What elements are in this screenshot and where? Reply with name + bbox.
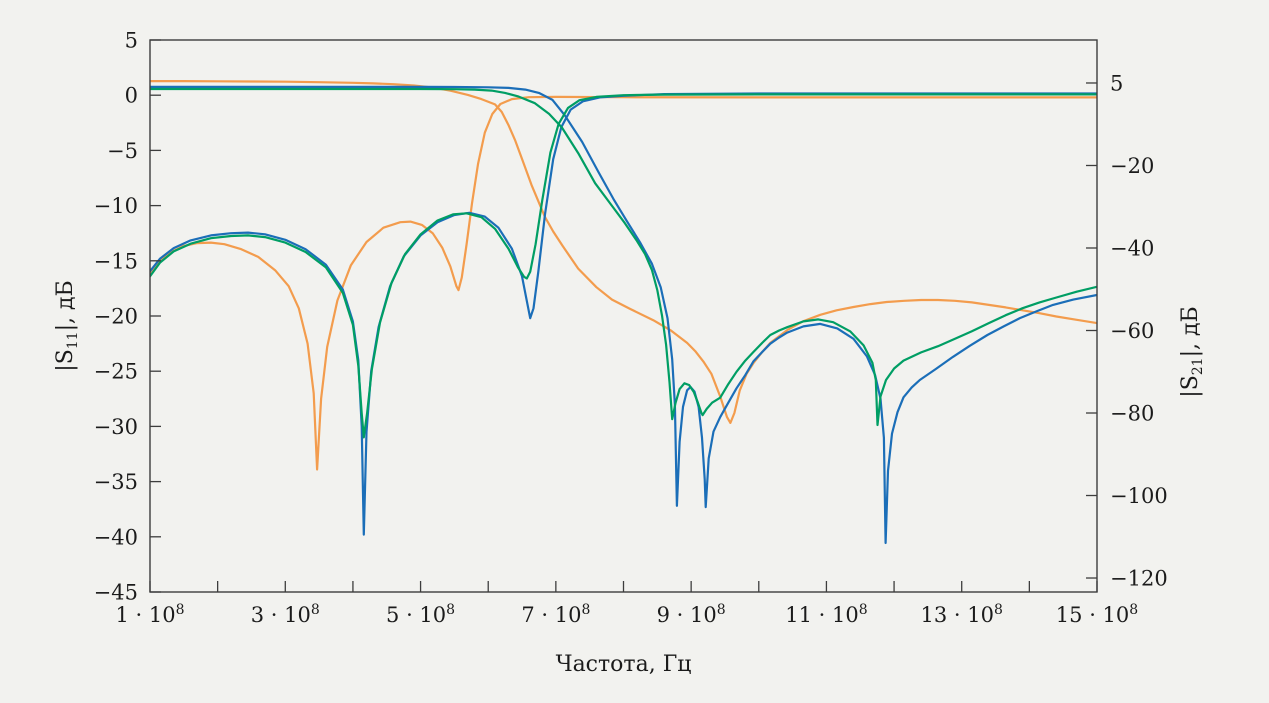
x-tick-label: 1 · 108 — [115, 602, 184, 627]
curve-s21-blue — [150, 85, 1097, 545]
right-tick-label: −120 — [1110, 567, 1168, 591]
curve-s11-blue — [150, 92, 1097, 536]
x-axis: 1 · 108 3 · 108 5 · 108 7 · 108 9 · 108 11 · … — [115, 581, 1138, 677]
right-tick-label: −40 — [1110, 236, 1154, 260]
left-tick-label: −30 — [94, 415, 138, 439]
curve-s11-orange — [150, 95, 1097, 471]
x-tick-label: 15 · 108 — [1056, 602, 1138, 627]
left-tick-label: −15 — [94, 249, 138, 273]
right-tick-label: −60 — [1110, 319, 1154, 343]
x-tick-label: 13 · 108 — [921, 602, 1003, 627]
left-tick-label: −20 — [94, 305, 138, 329]
x-tick-label: 11 · 108 — [785, 602, 867, 627]
right-y-axis: 5 −20 −40 −60 −80 −100 −120 |S21|, дБ — [1086, 71, 1206, 591]
x-tick-label: 7 · 108 — [521, 602, 590, 627]
left-tick-label: −40 — [94, 525, 138, 549]
right-tick-label: −100 — [1110, 484, 1168, 508]
right-axis-title: |S21|, дБ — [1178, 306, 1206, 397]
curves — [150, 80, 1097, 545]
x-tick-label: 9 · 108 — [657, 602, 726, 627]
x-axis-title: Частота, Гц — [556, 652, 692, 677]
left-tick-label: 5 — [125, 29, 138, 53]
left-axis-title: |S11|, дБ — [53, 280, 81, 371]
right-tick-label: −80 — [1110, 402, 1154, 426]
x-tick-label: 3 · 108 — [251, 602, 320, 627]
x-tick-label: 5 · 108 — [386, 602, 455, 627]
left-y-axis: 5 0 −5 −10 −15 −20 −25 −30 −35 −40 −45 |S11|, дБ — [53, 29, 161, 605]
left-tick-label: −35 — [94, 470, 138, 494]
left-tick-label: −25 — [94, 360, 138, 384]
curve-s11-green — [150, 93, 1097, 439]
curve-s21-green — [150, 87, 1097, 427]
left-tick-label: 0 — [125, 84, 138, 108]
left-tick-label: −10 — [94, 194, 138, 218]
right-tick-label: 5 — [1110, 71, 1123, 95]
left-tick-label: −5 — [107, 139, 138, 163]
plot-frame — [149, 39, 1098, 593]
left-tick-label: −45 — [94, 581, 138, 605]
right-tick-label: −20 — [1110, 154, 1154, 178]
curve-s21-orange — [150, 80, 1097, 424]
